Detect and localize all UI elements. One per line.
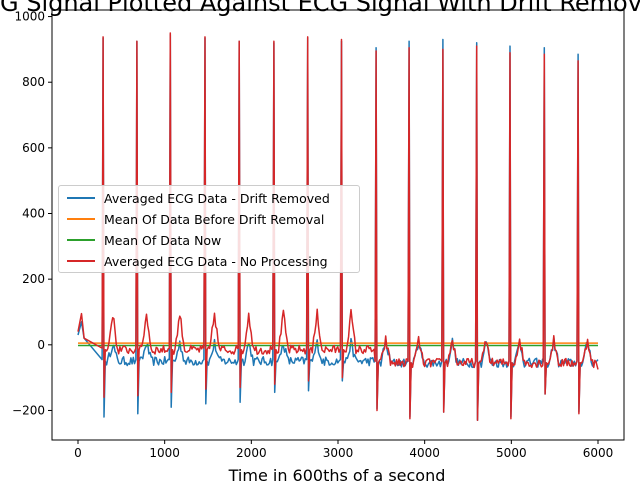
legend-item-no-processing: Averaged ECG Data - No Processing — [67, 252, 328, 270]
legend-item-drift-removed: Averaged ECG Data - Drift Removed — [67, 189, 330, 207]
ticks-layer: 0 1000 2000 3000 4000 5000 6000 −200 0 200 400 600 8… — [12, 10, 613, 460]
legend-label: Averaged ECG Data - Drift Removed — [104, 190, 330, 206]
legend-item-mean-before: Mean Of Data Before Drift Removal — [67, 210, 324, 228]
legend-swatch-red — [67, 260, 95, 262]
x-tick-label: 3000 — [323, 446, 354, 460]
y-tick-label: 0 — [37, 338, 45, 352]
x-tick-label: 1000 — [149, 446, 180, 460]
y-tick-label: 800 — [22, 75, 45, 89]
legend-swatch-orange — [67, 218, 95, 220]
x-axis-label: Time in 600ths of a second — [228, 466, 446, 485]
x-tick-label: 4000 — [409, 446, 440, 460]
y-tick-label: 400 — [22, 207, 45, 221]
x-tick-label: 6000 — [583, 446, 614, 460]
legend-label: Mean Of Data Now — [104, 232, 222, 248]
x-tick-label: 0 — [74, 446, 82, 460]
series-layer — [77, 32, 599, 422]
legend-label: Averaged ECG Data - No Processing — [104, 253, 328, 269]
legend-label: Mean Of Data Before Drift Removal — [104, 211, 325, 227]
y-tick-label: −200 — [12, 403, 45, 417]
chart-title: ECG Signal Plotted Against ECG Signal Wi… — [0, 0, 640, 17]
legend-swatch-green — [67, 239, 95, 241]
legend-item-mean-now: Mean Of Data Now — [67, 231, 221, 249]
series-line-0 — [77, 33, 599, 422]
y-tick-label: 1000 — [14, 10, 45, 24]
y-tick-label: 600 — [22, 141, 45, 155]
series-line-3 — [77, 32, 599, 422]
legend: Averaged ECG Data - Drift Removed Mean O… — [58, 185, 360, 273]
y-tick-label: 200 — [22, 272, 45, 286]
x-tick-label: 2000 — [236, 446, 267, 460]
x-tick-label: 5000 — [496, 446, 527, 460]
legend-swatch-blue — [67, 197, 95, 199]
